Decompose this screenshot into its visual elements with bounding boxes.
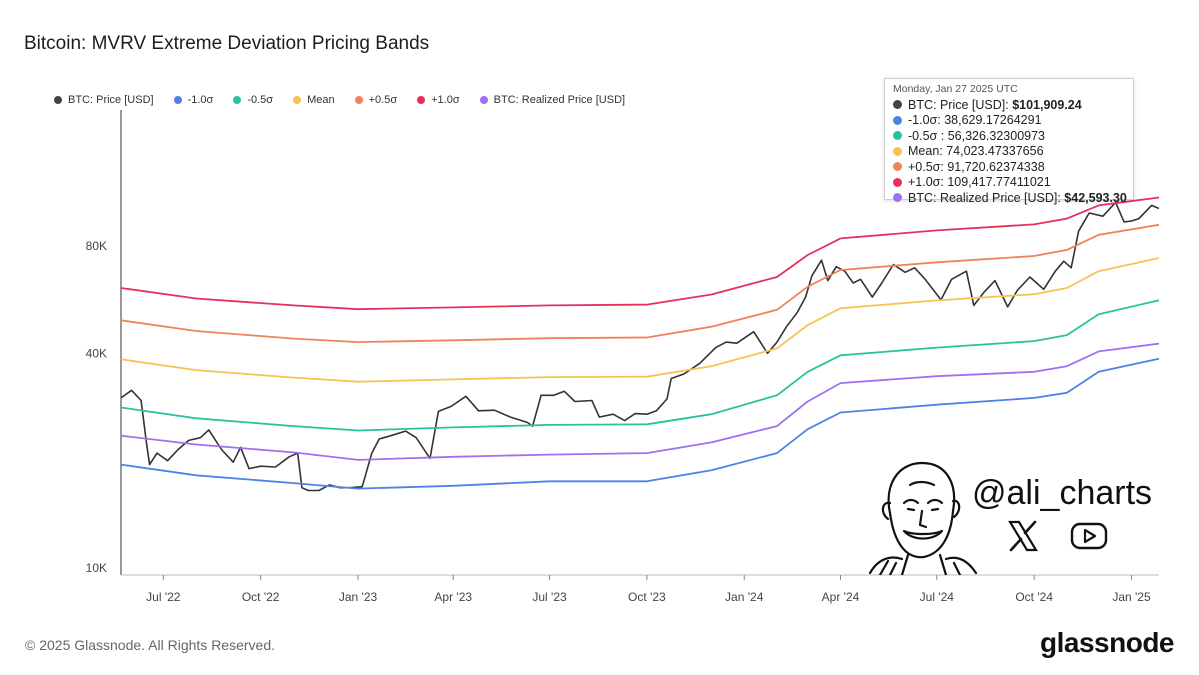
tooltip-label: Mean: <box>908 144 947 159</box>
x-tick-label: Jul '24 <box>920 590 955 604</box>
series-line-mean <box>120 257 1160 383</box>
tooltip-row: BTC: Realized Price [USD]: $42,593.30 <box>893 190 1127 206</box>
hover-tooltip: Monday, Jan 27 2025 UTC BTC: Price [USD]… <box>884 78 1134 205</box>
x-tick-label: Jan '23 <box>339 590 378 604</box>
legend-label: -1.0σ <box>187 94 214 106</box>
legend-dot-icon <box>173 96 182 104</box>
tooltip-row: -0.5σ : 56,326.32300973 <box>893 128 1125 144</box>
tooltip-value: $42,593.30 <box>1064 190 1127 205</box>
tooltip-value: 56,326.32300973 <box>947 128 1046 143</box>
tooltip-row: +0.5σ: 91,720.62374338 <box>893 159 1125 175</box>
tooltip-row: -1.0σ: 38,629.17264291 <box>893 113 1125 129</box>
tooltip-value: 38,629.17264291 <box>944 113 1042 128</box>
legend-item[interactable]: -0.5σ <box>233 94 273 106</box>
legend-label: BTC: Price [USD] <box>68 94 154 106</box>
series-line-btc-realized-price-usd <box>120 342 1160 461</box>
youtube-icon <box>1070 522 1108 550</box>
watermark-handle: @ali_charts <box>972 474 1153 512</box>
chart-title: Bitcoin: MVRV Extreme Deviation Pricing … <box>24 33 430 54</box>
y-tick-label: 80K <box>86 239 107 253</box>
tooltip-label: +1.0σ: <box>908 175 948 190</box>
series-line-0-5 <box>120 223 1160 343</box>
brand-logo: glassnode <box>1040 627 1174 658</box>
y-tick-label: 10K <box>86 561 107 575</box>
tooltip-value: 91,720.62374338 <box>947 159 1045 174</box>
social-icons <box>1005 518 1109 554</box>
tooltip-value: $101,909.24 <box>1012 97 1082 112</box>
legend-item[interactable]: BTC: Realized Price [USD] <box>479 94 626 106</box>
legend-dot-icon <box>417 96 426 104</box>
tooltip-dot-icon <box>893 100 902 110</box>
tooltip-dot-icon <box>893 146 902 156</box>
legend-dot-icon <box>293 96 302 104</box>
series-line-btc-price-usd <box>120 201 1160 492</box>
chart-legend: BTC: Price [USD] -1.0σ -0.5σ Mean +0.5σ +1.0σ… <box>54 94 645 106</box>
x-tick-label: Jul '23 <box>532 590 567 604</box>
legend-label: BTC: Realized Price [USD] <box>493 94 626 106</box>
tooltip-value: 109,417.77411021 <box>947 175 1051 190</box>
tooltip-label: -0.5σ : <box>908 128 948 143</box>
tooltip-label: BTC: Price [USD]: <box>908 97 1013 112</box>
x-tick-label: Oct '23 <box>628 590 666 604</box>
copyright-text: © 2025 Glassnode. All Rights Reserved. <box>25 637 276 653</box>
x-tick-label: Jan '24 <box>725 590 764 604</box>
x-tick-label: Oct '22 <box>242 590 280 604</box>
legend-dot-icon <box>54 96 62 104</box>
tooltip-label: BTC: Realized Price [USD]: <box>908 190 1065 205</box>
x-tick-label: Oct '24 <box>1015 590 1053 604</box>
legend-dot-icon <box>233 96 242 104</box>
series-line-1-0 <box>120 196 1160 311</box>
legend-dot-icon <box>354 96 363 104</box>
legend-label: -0.5σ <box>247 94 274 106</box>
tooltip-dot-icon <box>893 131 902 141</box>
x-logo-icon <box>1008 520 1038 552</box>
tooltip-row: BTC: Price [USD]: $101,909.24 <box>893 97 1125 113</box>
tooltip-date: Monday, Jan 27 2025 UTC <box>893 83 1018 95</box>
x-tick-label: Jul '22 <box>146 590 181 604</box>
legend-dot-icon <box>479 96 488 104</box>
x-tick-label: Apr '24 <box>822 590 860 604</box>
tooltip-dot-icon <box>893 162 902 172</box>
series-line-1-0 <box>120 357 1160 490</box>
x-tick-label: Jan '25 <box>1112 590 1151 604</box>
avatar <box>868 461 978 575</box>
legend-label: +1.0σ <box>431 94 460 106</box>
legend-label: +0.5σ <box>368 94 398 106</box>
tooltip-label: -1.0σ: <box>908 113 945 128</box>
legend-item[interactable]: -1.0σ <box>173 94 214 106</box>
tooltip-row: +1.0σ: 109,417.77411021 <box>893 175 1125 191</box>
tooltip-dot-icon <box>893 193 902 203</box>
tooltip-dot-icon <box>893 177 902 187</box>
tooltip-value: 74,023.47337656 <box>946 144 1044 159</box>
y-tick-label: 40K <box>86 346 107 360</box>
x-tick-label: Apr '23 <box>434 590 472 604</box>
legend-item[interactable]: +1.0σ <box>417 94 460 106</box>
legend-item[interactable]: Mean <box>293 94 335 106</box>
series-line-0-5 <box>120 299 1160 432</box>
tooltip-row: Mean: 74,023.47337656 <box>893 144 1125 160</box>
legend-item[interactable]: +0.5σ <box>354 94 398 106</box>
legend-label: Mean <box>307 94 335 106</box>
legend-item[interactable]: BTC: Price [USD] <box>54 94 154 106</box>
tooltip-dot-icon <box>893 115 902 125</box>
tooltip-label: +0.5σ: <box>908 159 948 174</box>
